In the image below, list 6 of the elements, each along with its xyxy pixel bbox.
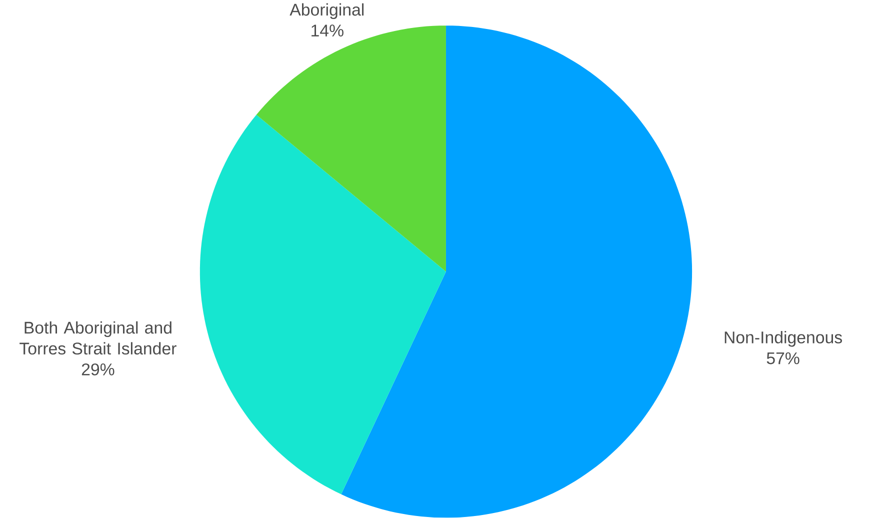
- data-label: 14%: [312, 24, 344, 37]
- slice-label: Non-Indigenous: [724, 331, 842, 347]
- slice-label: Both Aboriginal and Torres Strait Islander: [20, 321, 176, 355]
- data-label: 57%: [766, 352, 800, 364]
- data-label: 29%: [82, 364, 114, 376]
- slice-label: Aboriginal: [290, 3, 364, 20]
